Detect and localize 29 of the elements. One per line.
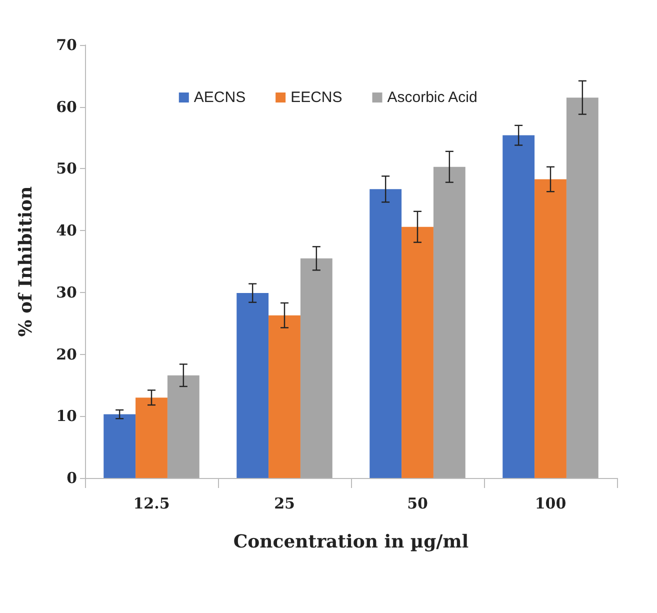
bar xyxy=(236,293,269,478)
legend-label: AECNS xyxy=(194,89,246,106)
y-tick-label: 30 xyxy=(56,283,77,302)
y-tick-label: 10 xyxy=(56,407,77,426)
bar xyxy=(534,179,566,478)
y-tick-label: 70 xyxy=(56,36,77,54)
legend-label: Ascorbic Acid xyxy=(387,89,478,106)
y-tick-label: 50 xyxy=(56,160,77,178)
bar xyxy=(433,166,466,478)
bar xyxy=(268,315,300,478)
y-tick-label: 0 xyxy=(66,469,77,487)
y-tick-label: 20 xyxy=(56,345,77,364)
x-tick-label: 12.5 xyxy=(133,494,170,512)
x-axis-title: Concentration in µg/ml xyxy=(233,532,469,552)
legend-label: EECNS xyxy=(290,89,342,106)
y-tick-label: 40 xyxy=(56,222,77,240)
bar xyxy=(566,98,598,478)
x-tick-label: 50 xyxy=(407,494,428,512)
bar xyxy=(402,226,434,478)
x-tick-label: 100 xyxy=(534,494,566,512)
y-tick-label: 60 xyxy=(56,98,77,116)
bar xyxy=(502,135,535,478)
bar xyxy=(370,189,402,478)
bar xyxy=(300,258,332,478)
y-axis-title: % of Inhibition xyxy=(16,186,36,337)
bar xyxy=(104,414,136,478)
bar xyxy=(167,375,200,478)
bar xyxy=(136,398,168,478)
x-tick-label: 25 xyxy=(274,494,295,512)
